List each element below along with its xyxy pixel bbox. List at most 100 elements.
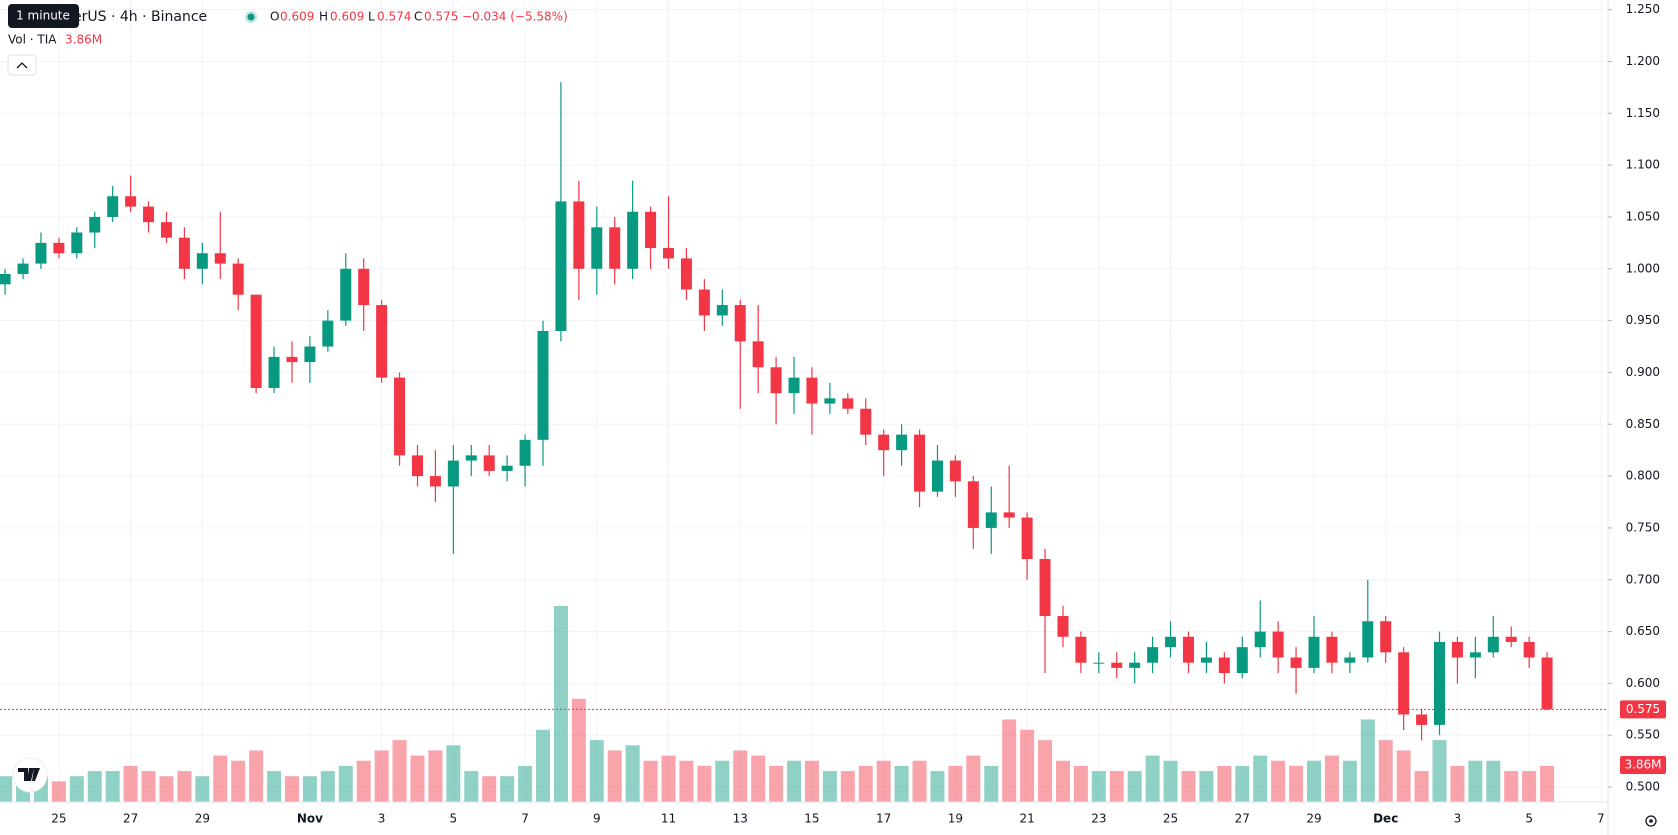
x-tick-label: 29 [195,812,210,826]
x-tick-label: 5 [1525,812,1533,826]
volume-bar [392,740,407,802]
y-tick-label: 1.150 [1626,106,1660,120]
candle-body [1075,636,1087,663]
candle-body [931,460,943,492]
x-tick-label: 25 [1163,812,1178,826]
volume-bar [769,765,784,802]
volume-bar [1020,729,1035,802]
volume-bar [1271,760,1286,802]
candle-body [609,227,621,269]
candle-body [1326,636,1338,663]
candle-body [1218,657,1230,674]
candle-body [1308,636,1320,668]
gear-hub [1649,819,1653,823]
candle-body [1165,636,1177,648]
volume-bar [661,755,676,802]
volume-bar [141,771,156,802]
candles [0,82,1553,741]
candle-body [483,455,495,471]
volume-bar [1414,771,1429,802]
logo-mark [18,768,40,781]
candle-body [304,346,316,363]
volume-bar [948,765,963,802]
x-tick-label: 21 [1019,812,1034,826]
x-tick-label: Dec [1373,812,1398,826]
candle-body [914,434,926,492]
volume-bar [1091,771,1106,802]
candle-body [286,356,298,363]
candle-body [89,216,101,233]
candle-body [17,263,29,274]
volume-bar [930,771,945,802]
volume-bar [751,755,766,802]
candle-body [178,237,190,269]
y-tick-label: 1.000 [1626,261,1660,275]
volume-bar [984,765,999,802]
candle-body [645,211,657,249]
tooltip-box [8,4,79,28]
candle-body [1469,652,1481,658]
candle-body [591,227,603,269]
volume-box [1620,756,1666,774]
volume-bar [320,771,335,802]
candle-body [1541,657,1553,710]
volume-bar [589,740,604,802]
candle-body [1111,662,1123,668]
candle-body [734,305,746,342]
candle-body [465,455,477,461]
candle-body [1200,657,1212,663]
y-tick-label: 0.650 [1626,624,1660,638]
volume-bar [1145,755,1160,802]
volume-label: Vol · TIA [8,33,57,47]
candle-body [1057,616,1069,637]
volume-bar [679,760,694,802]
candle-body [160,222,172,238]
candle-body [107,196,119,217]
volume-bar [177,771,192,802]
candle-body [358,268,370,306]
candle-body [860,408,872,435]
candle-body [555,201,567,331]
volume-bar [1002,719,1017,802]
volume-bar [876,760,891,802]
x-tick-label: 3 [378,812,386,826]
candle-body [250,294,262,388]
candle-body [376,305,388,378]
volume-bar [1378,740,1393,802]
candle-body [125,196,137,207]
y-tick-label: 0.950 [1626,313,1660,327]
volume-bar [1217,765,1232,802]
candle-body [842,398,854,409]
candle-body [1380,621,1392,653]
volume-value: 3.86M [65,33,102,47]
volume-bar [1486,760,1501,802]
y-tick-label: 0.750 [1626,520,1660,534]
volume-bar [787,760,802,802]
volume-bar [249,750,264,802]
y-tick-label: 0.850 [1626,417,1660,431]
volume-bar [123,765,138,802]
volume-bar [1127,771,1142,802]
candle-body [1398,652,1410,715]
candle-body [680,258,692,290]
volume-bar [894,765,909,802]
candle-body [268,356,280,388]
legend-close: 0.575 [424,10,458,24]
settings-icon[interactable] [1645,815,1657,827]
candle-body [985,512,997,528]
candle-body [770,367,782,394]
x-tick-label: 19 [948,812,963,826]
y-tick-label: 0.900 [1626,365,1660,379]
candle-body [537,330,549,440]
volume-bar [1235,765,1250,802]
candle-body [1416,714,1428,725]
volume-bar [482,776,497,802]
legend-high: 0.609 [330,10,364,24]
x-tick-label: 25 [51,812,66,826]
volume-bar [1073,765,1088,802]
candle-body [663,248,675,259]
volume-bar [51,781,66,802]
collapse-button[interactable] [7,54,37,76]
x-tick-label: 15 [804,812,819,826]
x-tick-label: 3 [1454,812,1462,826]
